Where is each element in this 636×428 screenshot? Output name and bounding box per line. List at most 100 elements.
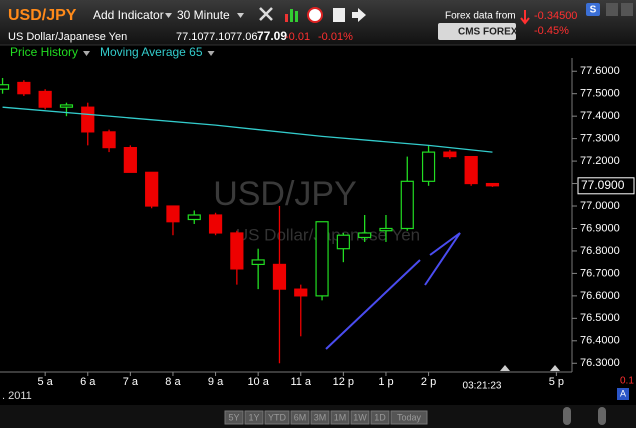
y-tick-label: 76.5000 <box>580 312 620 324</box>
x-tick-label: 8 a <box>165 376 181 388</box>
candle-body <box>294 288 308 297</box>
scroll-handle[interactable] <box>563 407 571 425</box>
dropdown-arrow[interactable] <box>165 13 172 18</box>
range-button-bg[interactable] <box>370 410 390 425</box>
auto-button[interactable]: A <box>620 388 626 398</box>
s-button-bg[interactable] <box>586 3 600 16</box>
range-button[interactable]: 3M <box>314 412 327 422</box>
candle-body <box>400 180 414 230</box>
range-button[interactable]: 1M <box>334 412 347 422</box>
range-button[interactable]: 1D <box>374 412 386 422</box>
s-button[interactable]: S <box>590 5 597 16</box>
candle-body <box>208 214 223 234</box>
time-label: 03:21:23 <box>463 381 502 392</box>
candle-body <box>485 182 500 187</box>
clock-icon[interactable] <box>307 7 323 23</box>
high: 77.10 <box>203 31 231 43</box>
candle-body <box>0 84 10 90</box>
range-button-bg[interactable] <box>330 410 350 425</box>
candle-body <box>358 232 372 239</box>
annotation-line <box>325 259 421 350</box>
day-change: -0.34500 <box>534 10 577 22</box>
range-button-bg[interactable] <box>390 410 428 425</box>
x-tick-label: 7 a <box>123 376 139 388</box>
year-label: . 2011 <box>2 390 32 402</box>
x-tick-label: 12 p <box>333 376 354 388</box>
tools-icon[interactable] <box>259 7 273 21</box>
y-tick-label: 76.9000 <box>580 222 620 234</box>
range-button[interactable]: 5Y <box>228 412 239 422</box>
candle-body <box>251 259 265 266</box>
y-tick-label: 76.6000 <box>580 290 620 302</box>
legend-entry[interactable]: Price History <box>10 45 78 59</box>
candle-body <box>81 106 95 133</box>
open: 77.10 <box>176 31 204 43</box>
range-button-bg[interactable] <box>290 410 310 425</box>
y-tick-label: 77.2000 <box>580 155 620 167</box>
bars-icon[interactable] <box>290 9 293 22</box>
y-tick-label: 76.3000 <box>580 357 620 369</box>
legend-arrow[interactable] <box>207 51 215 56</box>
candle-body <box>123 147 137 173</box>
dropdown-arrow[interactable] <box>237 13 244 18</box>
toolbar-bg <box>0 0 636 45</box>
range-button[interactable]: 1Y <box>248 412 259 422</box>
add-indicator[interactable]: Add Indicator <box>93 8 164 22</box>
last-price-label: 77.0900 <box>581 178 625 192</box>
range-button[interactable]: YTD <box>268 412 287 422</box>
y-tick-label: 76.4000 <box>580 335 620 347</box>
toolbar-icons[interactable] <box>259 7 366 23</box>
range-button-bg[interactable] <box>310 410 330 425</box>
y-tick-label: 77.0000 <box>580 200 620 212</box>
legend-arrow[interactable] <box>83 51 91 56</box>
range-button[interactable]: Today <box>397 412 422 422</box>
annotation-arrow <box>424 232 461 286</box>
candle-body <box>166 205 180 223</box>
range-button-bg[interactable] <box>244 410 264 425</box>
last: 77.09 <box>257 29 287 43</box>
y-tick-label: 76.8000 <box>580 245 620 257</box>
y-tick-label: 77.5000 <box>580 88 620 100</box>
x-tick-label: 2 p <box>421 376 436 388</box>
export-icon[interactable] <box>352 8 366 22</box>
candle-body <box>421 151 436 182</box>
range-button[interactable]: 1W <box>353 412 367 422</box>
range-button-bg[interactable] <box>350 410 370 425</box>
x-tick-label: 6 a <box>80 376 96 388</box>
range-button[interactable]: 6M <box>294 412 307 422</box>
close-button[interactable] <box>621 3 633 16</box>
change-pct: -0.01% <box>318 31 353 43</box>
source: Forex data from <box>445 11 516 22</box>
bars-icon[interactable] <box>295 11 298 22</box>
calc-icon[interactable] <box>333 8 345 22</box>
y-tick-label: 77.3000 <box>580 133 620 145</box>
legend-entry[interactable]: Moving Average 65 <box>100 45 203 59</box>
auto-bg[interactable] <box>617 388 629 400</box>
x-tick-label: 11 a <box>290 376 311 388</box>
bars-icon[interactable] <box>285 14 288 22</box>
range-buttons: 5Y 1Y YTD 6M 3M 1M 1W 1D Today <box>224 410 428 425</box>
range-button-bg[interactable] <box>224 410 244 425</box>
range-button-bg[interactable] <box>264 410 290 425</box>
interval[interactable]: 30 Minute <box>177 8 230 22</box>
menu-button[interactable] <box>606 3 618 16</box>
scroll-handle[interactable] <box>598 407 606 425</box>
down-arrow <box>520 10 530 25</box>
candle-body <box>272 263 287 290</box>
watermark: USD/JPY <box>213 175 357 213</box>
symbol[interactable]: USD/JPY <box>8 7 77 24</box>
x-tick-label: 10 a <box>247 376 269 388</box>
x-tick-label: 9 a <box>208 376 224 388</box>
last-price-box <box>577 177 635 195</box>
legend: Price History Moving Average 65 <box>10 45 215 59</box>
y-tick-label: 77.4000 <box>580 110 620 122</box>
y-tick-label: 76.7000 <box>580 267 620 279</box>
x-tick-label: 5 a <box>38 376 54 388</box>
scale-label[interactable]: 0.1 <box>620 376 634 387</box>
instrument-name: US Dollar/Japanese Yen <box>8 31 127 43</box>
marker <box>550 365 560 371</box>
candle-body <box>464 155 478 185</box>
marker <box>500 365 510 371</box>
change: -0.01 <box>285 31 310 43</box>
